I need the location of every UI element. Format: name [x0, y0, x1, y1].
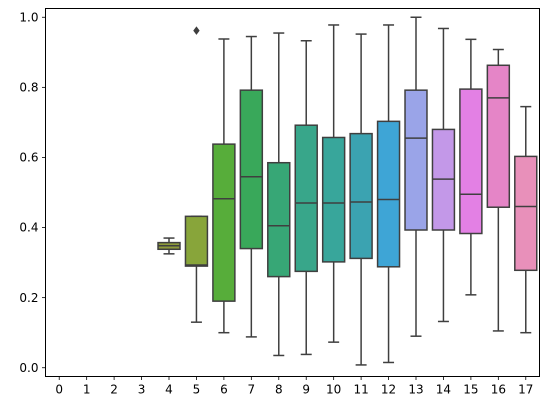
box-group-8 [267, 32, 291, 357]
x-tick-label: 0 [55, 383, 63, 397]
y-axis: 0.0 0.2 0.4 0.6 0.8 1.0 [19, 10, 46, 375]
box-group-5 [184, 26, 209, 323]
box-group-11 [349, 33, 373, 366]
x-tick-label: 13 [408, 383, 423, 397]
box-iqr [212, 143, 236, 302]
box-group-9 [294, 39, 318, 356]
box-iqr [349, 132, 373, 260]
x-tick-label: 8 [275, 383, 283, 397]
x-tick-label: 10 [326, 383, 341, 397]
x-tick-label: 7 [248, 383, 256, 397]
x-tick-label: 5 [193, 383, 201, 397]
y-tick-label: 0.6 [19, 151, 38, 165]
box-iqr [294, 124, 318, 273]
plot-area [157, 16, 538, 366]
box-iqr [514, 155, 538, 272]
box-iqr [267, 161, 291, 278]
box-group-6 [212, 38, 236, 334]
x-tick-label: 16 [491, 383, 506, 397]
x-axis: 0 1 2 3 4 5 6 7 8 9 10 11 12 13 14 15 16 17 [55, 376, 533, 397]
outlier-point [193, 26, 200, 35]
x-tick-label: 3 [138, 383, 146, 397]
x-tick-label: 12 [381, 383, 396, 397]
y-tick-label: 0.4 [19, 221, 38, 235]
axes-frame [45, 8, 540, 377]
x-tick-label: 17 [518, 383, 533, 397]
box-group-16 [486, 48, 511, 332]
box-group-7 [239, 35, 264, 338]
x-tick-label: 6 [220, 383, 228, 397]
box-iqr [404, 89, 428, 231]
x-tick-label: 14 [436, 383, 451, 397]
box-group-17 [514, 105, 538, 334]
x-tick-label: 2 [110, 383, 118, 397]
box-iqr [184, 215, 209, 267]
box-group-13 [404, 16, 428, 337]
box-group-14 [431, 27, 456, 323]
box-iqr [486, 64, 511, 208]
x-tick-label: 11 [353, 383, 368, 397]
box-group-4 [157, 237, 181, 255]
box-iqr [459, 88, 483, 235]
box-iqr [376, 120, 401, 268]
y-tick-label: 1.0 [19, 10, 38, 24]
box-group-12 [376, 24, 401, 364]
y-tick-label: 0.2 [19, 291, 38, 305]
box-group-10 [321, 24, 346, 343]
x-tick-label: 4 [165, 383, 173, 397]
box-group-15 [459, 38, 483, 296]
box-iqr [239, 89, 264, 250]
x-tick-label: 9 [302, 383, 310, 397]
y-tick-label: 0.0 [19, 361, 38, 375]
x-tick-label: 15 [463, 383, 478, 397]
y-tick-label: 0.8 [19, 81, 38, 95]
x-tick-label: 1 [83, 383, 91, 397]
box-iqr [321, 136, 346, 263]
